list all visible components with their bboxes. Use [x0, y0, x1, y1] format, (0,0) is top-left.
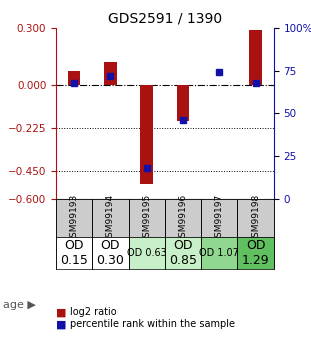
Text: GSM99196: GSM99196	[179, 194, 188, 243]
Bar	[56, 237, 92, 269]
Text: OD 1.07: OD 1.07	[199, 248, 239, 258]
Bar	[201, 199, 237, 237]
Bar	[68, 71, 81, 85]
Bar	[128, 199, 165, 237]
Text: log2 ratio: log2 ratio	[70, 307, 117, 317]
Bar	[104, 62, 117, 85]
Bar	[140, 85, 153, 184]
Bar	[56, 199, 92, 237]
Text: GSM99197: GSM99197	[215, 194, 224, 243]
Bar	[128, 237, 165, 269]
Bar	[201, 237, 237, 269]
Bar	[237, 237, 274, 269]
Text: GSM99195: GSM99195	[142, 194, 151, 243]
Text: age ▶: age ▶	[3, 300, 36, 310]
Text: OD
0.15: OD 0.15	[60, 239, 88, 267]
Bar	[249, 30, 262, 85]
Text: OD
0.85: OD 0.85	[169, 239, 197, 267]
Text: GSM99193: GSM99193	[70, 194, 79, 243]
Text: ■: ■	[56, 307, 67, 317]
Bar	[177, 85, 189, 121]
Text: OD
0.30: OD 0.30	[96, 239, 124, 267]
Text: ■: ■	[56, 319, 67, 329]
Text: percentile rank within the sample: percentile rank within the sample	[70, 319, 235, 329]
Bar	[237, 199, 274, 237]
Text: OD 0.63: OD 0.63	[127, 248, 167, 258]
Text: GSM99194: GSM99194	[106, 194, 115, 243]
Bar	[92, 199, 128, 237]
Bar	[92, 237, 128, 269]
Bar	[165, 237, 201, 269]
Title: GDS2591 / 1390: GDS2591 / 1390	[108, 11, 222, 25]
Text: OD
1.29: OD 1.29	[242, 239, 269, 267]
Text: GSM99198: GSM99198	[251, 194, 260, 243]
Bar	[165, 199, 201, 237]
